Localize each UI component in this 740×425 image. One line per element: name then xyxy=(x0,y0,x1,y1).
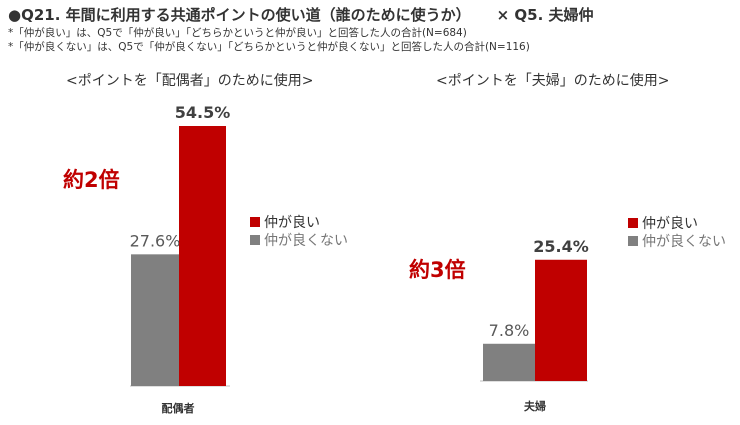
bar-spouse-good xyxy=(179,126,226,386)
data-label-couple-good: 25.4% xyxy=(533,237,589,256)
legend-label-good-couple: 仲が良い xyxy=(642,216,698,232)
category-label-spouse: 配偶者 xyxy=(162,401,195,415)
legend-swatch-bad-couple xyxy=(628,236,638,246)
bar-couple-good xyxy=(535,259,587,381)
legend-label-bad-couple: 仲が良くない xyxy=(642,234,726,250)
category-label-couple: 夫婦 xyxy=(524,399,546,413)
legend-label-bad-spouse: 仲が良くない xyxy=(264,233,348,249)
legend-swatch-good-spouse xyxy=(250,217,260,227)
data-label-spouse-good: 54.5% xyxy=(175,103,231,122)
bar-spouse-bad xyxy=(131,254,179,386)
ratio-annotation-spouse: 約2倍 xyxy=(63,168,120,192)
chart-title: ●Q21. 年間に利用する共通ポイントの使い道（誰のために使うか） × Q5. 夫… xyxy=(8,4,594,25)
data-label-spouse-bad: 27.6% xyxy=(130,231,181,250)
footnote-good: *「仲が良い」は、Q5で「仲が良い」「どちらかというと仲が良い」と回答した人の合… xyxy=(8,27,467,39)
data-label-couple-bad: 7.8% xyxy=(489,321,530,340)
panel-title-spouse: <ポイントを「配偶者」のために使用> xyxy=(66,73,314,89)
ratio-annotation-couple: 約3倍 xyxy=(409,258,466,282)
legend-swatch-bad-spouse xyxy=(250,235,260,245)
footnote-bad: *「仲が良くない」は、Q5で「仲が良くない」「どちらかというと仲が良くない」と回… xyxy=(8,41,530,53)
title-cross: × Q5. 夫婦仲 xyxy=(496,6,594,24)
panel-title-couple: <ポイントを「夫婦」のために使用> xyxy=(436,73,670,89)
legend-swatch-good-couple xyxy=(628,218,638,228)
title-main: ●Q21. 年間に利用する共通ポイントの使い道（誰のために使うか） xyxy=(8,6,471,24)
legend-label-good-spouse: 仲が良い xyxy=(264,215,320,231)
bar-couple-bad xyxy=(483,343,535,381)
